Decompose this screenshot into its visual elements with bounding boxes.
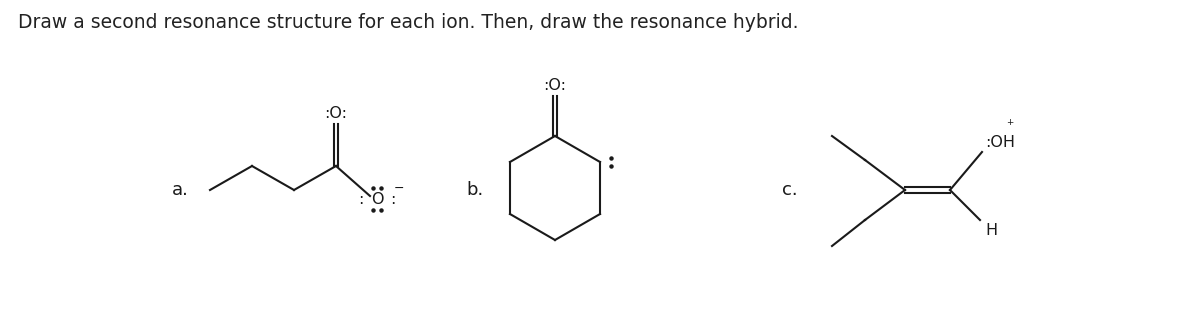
Text: $-$: $-$ <box>394 181 404 193</box>
Text: a.: a. <box>172 181 188 199</box>
Text: O: O <box>371 191 383 206</box>
Text: H: H <box>985 223 997 238</box>
Text: :: : <box>359 191 364 206</box>
Text: :O:: :O: <box>544 78 566 93</box>
Text: Draw a second resonance structure for each ion. Then, draw the resonance hybrid.: Draw a second resonance structure for ea… <box>18 13 798 32</box>
Text: :O:: :O: <box>324 106 348 121</box>
Text: :: : <box>390 191 396 206</box>
Text: b.: b. <box>467 181 484 199</box>
Text: c.: c. <box>782 181 798 199</box>
Text: $^+$: $^+$ <box>1004 119 1015 132</box>
Text: :OH: :OH <box>985 135 1015 150</box>
